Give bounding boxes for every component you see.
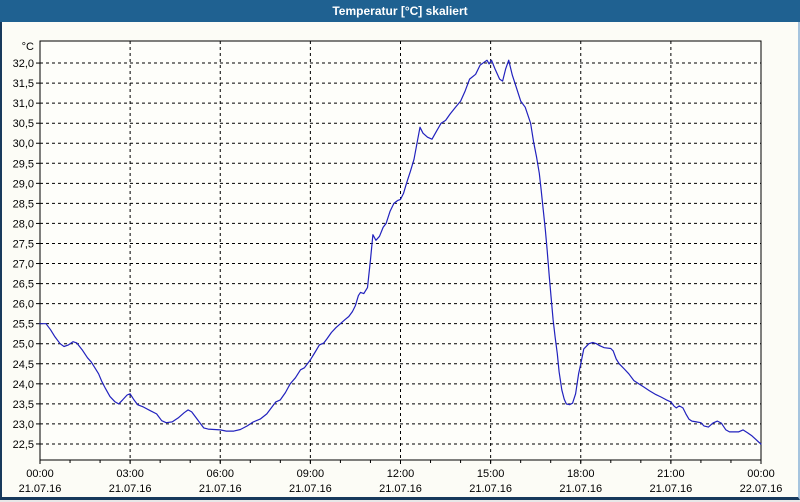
- y-tick-label: 30,0: [13, 138, 34, 150]
- chart-area: 32,0 31,5 31,0 30,5 30,0 29,5 29,0 28,5 28,0 27,5…: [0, 22, 800, 500]
- x-tick-time-label: 15:00: [477, 468, 505, 480]
- y-tick-label: 25,0: [13, 339, 34, 351]
- x-tick-time-label: 09:00: [297, 468, 325, 480]
- y-tick-label: 32,0: [13, 58, 34, 70]
- y-tick-label: 28,0: [13, 218, 34, 230]
- y-tick-label: 24,5: [13, 359, 34, 371]
- x-tick-date-label: 21.07.16: [469, 483, 512, 495]
- x-tick-date-label: 21.07.16: [289, 483, 332, 495]
- y-tick-label: 30,5: [13, 118, 34, 130]
- y-tick-label: 24,0: [13, 379, 34, 391]
- y-axis-unit-label: °C: [22, 41, 34, 53]
- x-tick-time-label: 12:00: [387, 468, 415, 480]
- x-tick-date-label: 21.07.16: [109, 483, 152, 495]
- y-tick-label: 22,5: [13, 439, 34, 451]
- chart-svg: 32,0 31,5 31,0 30,5 30,0 29,5 29,0 28,5 28,0 27,5…: [13, 40, 783, 495]
- x-tick-time-label: 00:00: [26, 468, 54, 480]
- title-bar[interactable]: Temperatur [°C] skaliert: [0, 0, 800, 22]
- y-tick-label: 27,0: [13, 259, 34, 271]
- x-tick-date-label: 21.07.16: [559, 483, 602, 495]
- y-tick-label: 23,5: [13, 399, 34, 411]
- y-tick-label: 29,5: [13, 158, 34, 170]
- y-tick-label: 29,0: [13, 178, 34, 190]
- y-tick-label: 28,5: [13, 198, 34, 210]
- y-tick-label: 26,5: [13, 279, 34, 291]
- y-tick-label: 27,5: [13, 238, 34, 250]
- x-tick-date-label: 21.07.16: [19, 483, 62, 495]
- y-tick-label: 23,0: [13, 419, 34, 431]
- x-tick-date-label: 21.07.16: [379, 483, 422, 495]
- y-tick-label: 26,0: [13, 299, 34, 311]
- x-tick-date-label: 21.07.16: [649, 483, 692, 495]
- y-tick-label: 25,5: [13, 319, 34, 331]
- y-tick-label: 31,5: [13, 78, 34, 90]
- x-tick-time-label: 18:00: [567, 468, 595, 480]
- x-tick-date-label: 22.07.16: [740, 483, 783, 495]
- x-tick-time-label: 21:00: [657, 468, 685, 480]
- y-tick-label: 31,0: [13, 98, 34, 110]
- x-tick-time-label: 00:00: [747, 468, 775, 480]
- x-tick-date-label: 21.07.16: [199, 483, 242, 495]
- window-title: Temperatur [°C] skaliert: [332, 4, 468, 18]
- plot-border: [39, 40, 762, 461]
- x-tick-time-label: 03:00: [116, 468, 144, 480]
- temperature-line: [39, 59, 762, 445]
- x-tick-time-label: 06:00: [206, 468, 234, 480]
